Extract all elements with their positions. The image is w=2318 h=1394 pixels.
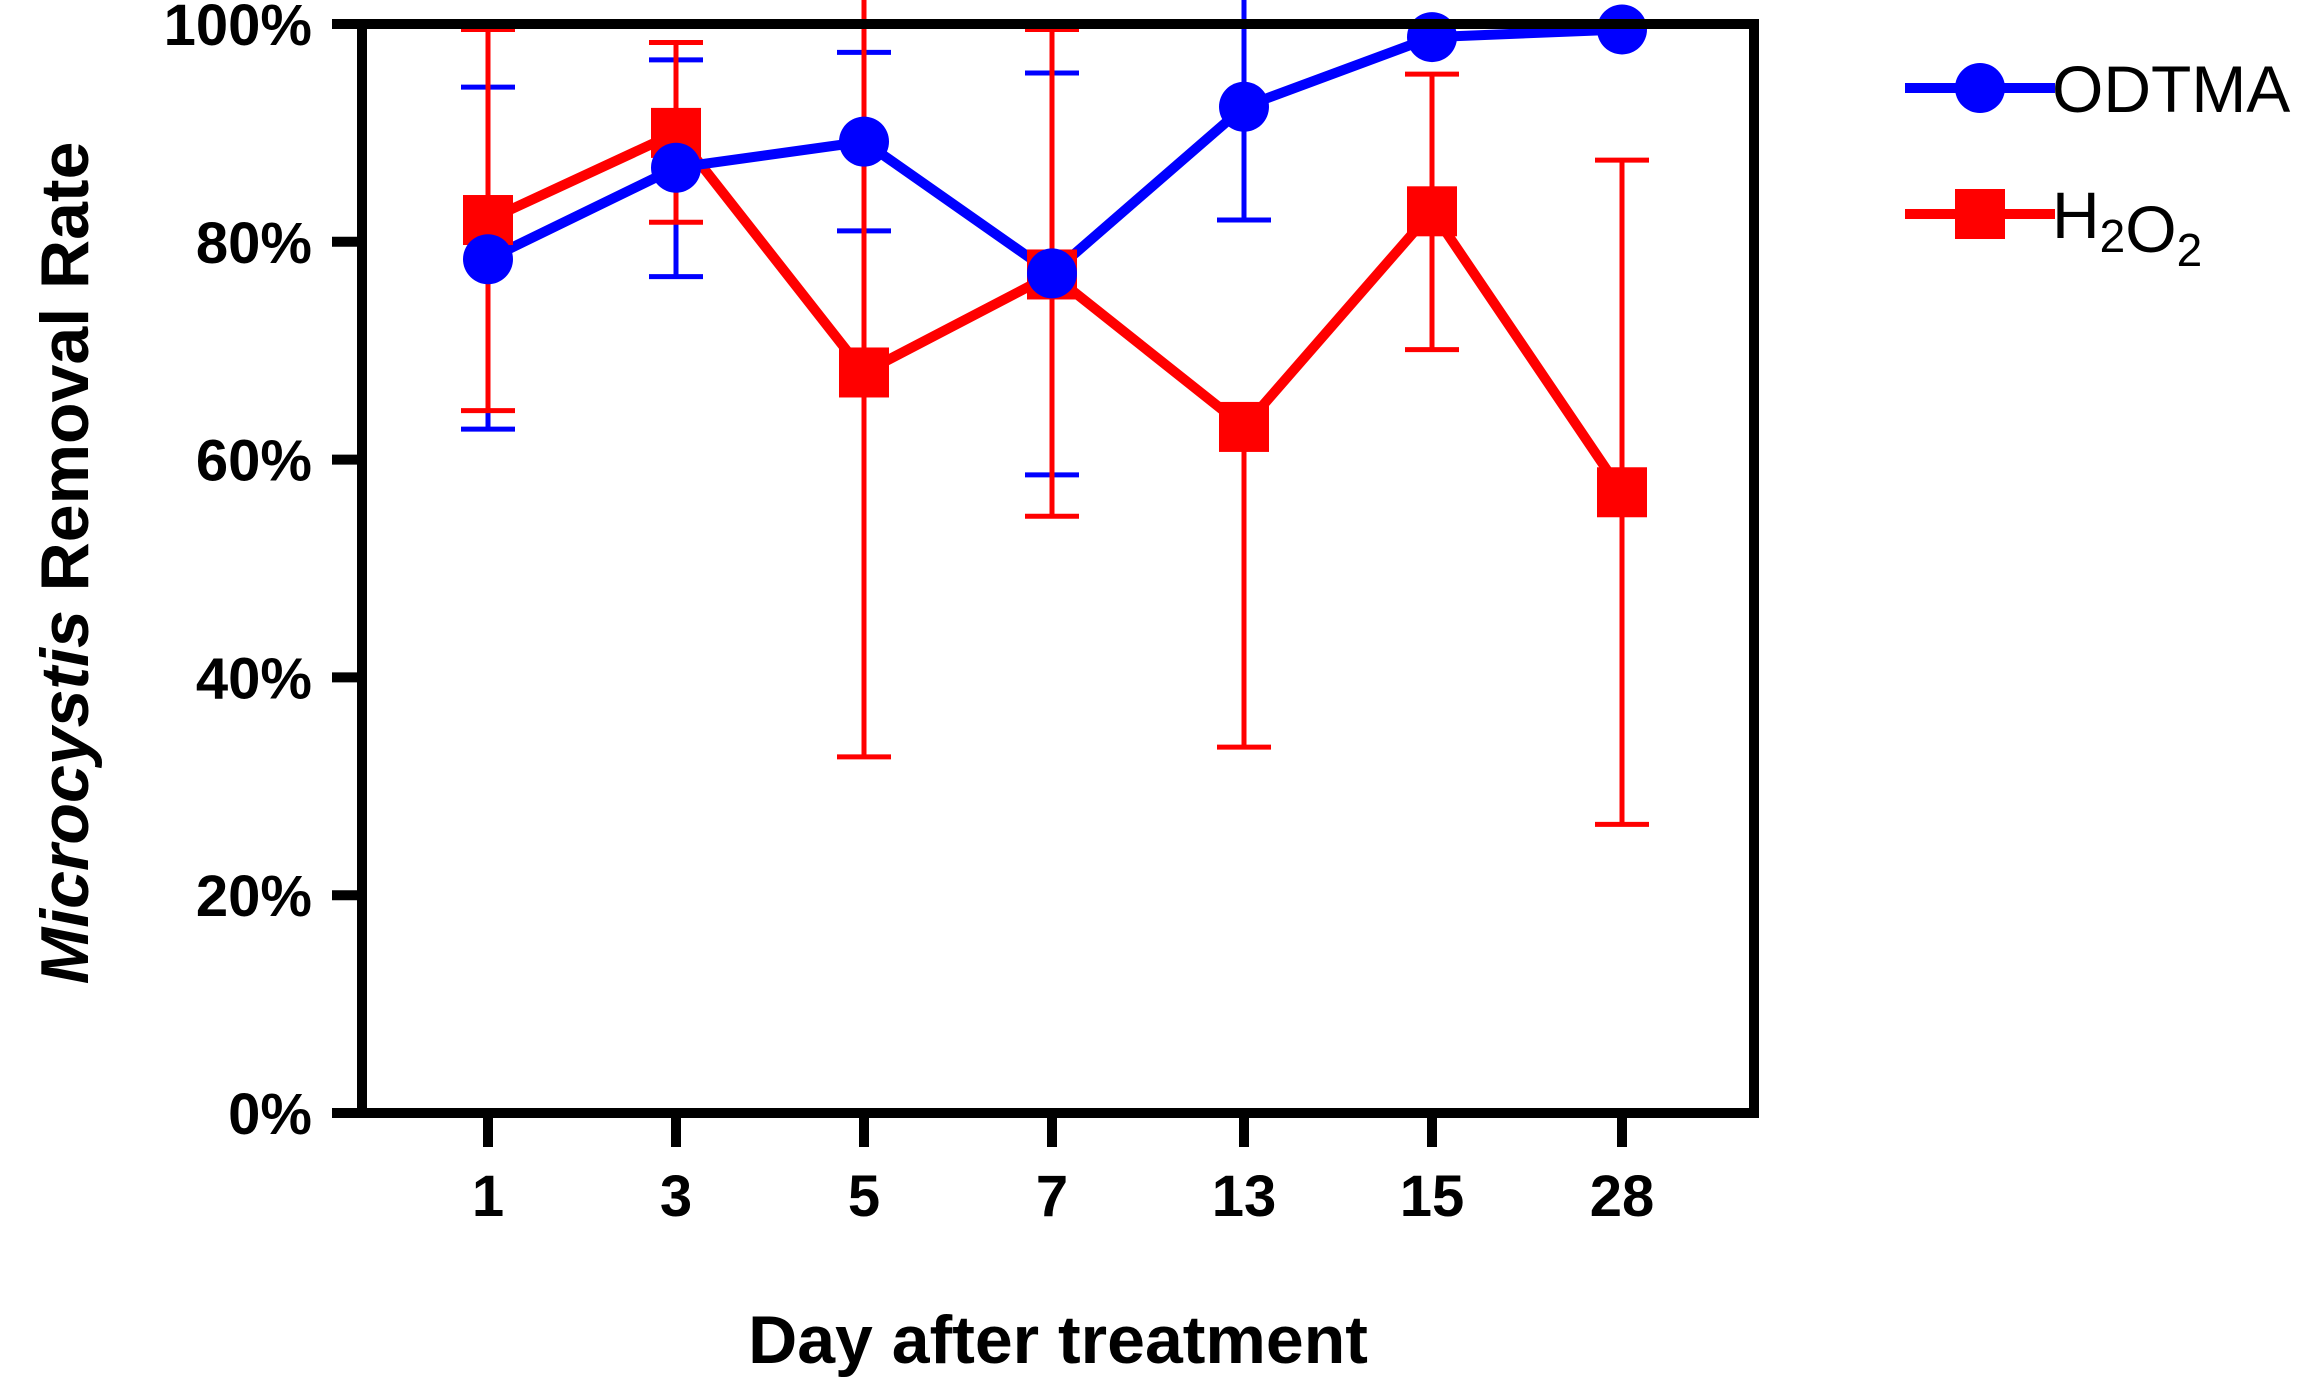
y-tick-label: 20%	[196, 864, 312, 929]
legend-label-subscript: 2	[2177, 224, 2203, 276]
x-tick-label: 1	[472, 1164, 504, 1229]
y-axis: 0% 20% 40% 60% 80% 100%	[164, 0, 362, 1147]
y-axis-title-rest: Removal Rate	[27, 142, 103, 611]
x-tick-label: 15	[1400, 1164, 1465, 1229]
h2o2-point	[1597, 467, 1647, 518]
x-tick-label: 13	[1212, 1164, 1277, 1229]
legend-marker-odtma	[1955, 63, 2005, 113]
y-tick-label: 80%	[196, 211, 312, 276]
y-tick-label: 60%	[196, 429, 312, 494]
legend-label-part: O	[2125, 192, 2176, 266]
y-axis-title: Microcystis Removal Rate	[27, 142, 103, 985]
y-axis-title-italic: Microcystis	[27, 610, 103, 984]
odtma-point	[839, 116, 889, 167]
error-bars	[461, 0, 1649, 827]
legend-label-subscript: 2	[2100, 210, 2126, 262]
legend-label-odtma: ODTMA	[2052, 52, 2290, 126]
x-tick-label: 7	[1036, 1164, 1068, 1229]
h2o2-point	[839, 347, 889, 398]
legend-label-part: ODTMA	[2052, 52, 2290, 126]
x-tick-label: 5	[848, 1164, 880, 1229]
y-tick-label: 40%	[196, 646, 312, 711]
odtma-point	[1027, 248, 1077, 299]
x-tick-label: 28	[1590, 1164, 1655, 1229]
legend-label-part: H	[2052, 178, 2100, 252]
plot-border	[357, 19, 1759, 1118]
legend-marker-h2o2	[1955, 189, 2005, 239]
y-tick-label: 0%	[228, 1082, 312, 1147]
h2o2-point	[1407, 186, 1457, 237]
odtma-point	[1219, 81, 1269, 132]
odtma-point	[651, 142, 701, 193]
x-axis: 1 3 5 7 13 15 28	[472, 1113, 1654, 1229]
odtma-point	[1597, 4, 1647, 55]
legend-label-h2o2: H2O2	[2052, 178, 2202, 276]
plot-frame	[357, 19, 1759, 1118]
h2o2-point	[1219, 401, 1269, 452]
odtma-point	[463, 234, 513, 285]
y-tick-label: 100%	[164, 0, 312, 58]
x-tick-label: 3	[660, 1164, 692, 1229]
x-axis-title: Day after treatment	[748, 1302, 1368, 1378]
